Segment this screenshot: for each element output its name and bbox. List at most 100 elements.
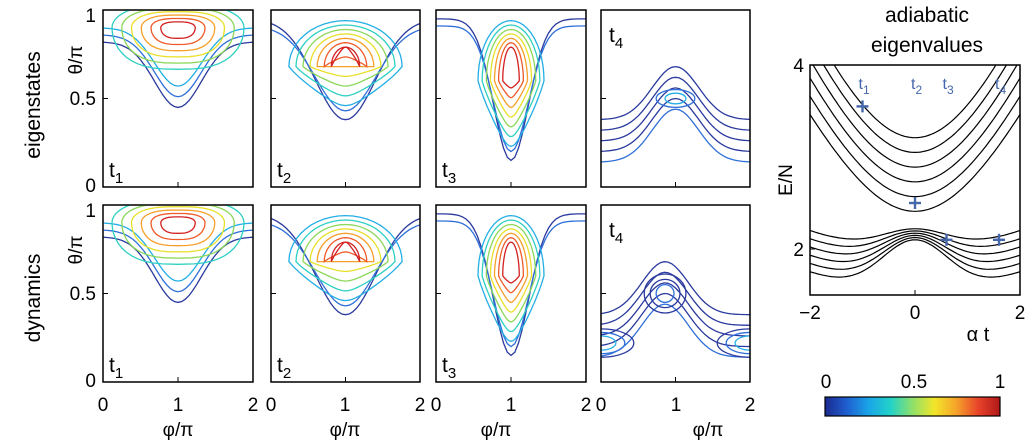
eigen-series xyxy=(810,239,1020,278)
contour-line xyxy=(601,303,750,358)
eigen-series xyxy=(822,65,1008,154)
phi-ticks-col1: 0 1 2 xyxy=(98,395,259,416)
eigen-series xyxy=(810,232,1020,255)
eigen-series xyxy=(812,65,1018,168)
eigenvalue-chart: −2 0 2 2 4 α t E/N t1 t2 t3 t4 xyxy=(776,56,1026,346)
panel-tag: t3 xyxy=(442,354,456,382)
contour-line xyxy=(497,237,525,294)
contour-line xyxy=(481,219,541,333)
phi-axis-label-2: φ/π xyxy=(330,420,361,441)
phi-axis-label-3: φ/π xyxy=(481,420,512,441)
contour-line xyxy=(302,223,389,282)
phi-tick: 1 xyxy=(340,395,351,416)
contour-line xyxy=(130,205,226,253)
panel-frame xyxy=(102,9,254,188)
contour-line xyxy=(601,65,750,121)
row-label-dynamics: dynamics xyxy=(22,254,45,343)
contour-line xyxy=(103,229,253,293)
contour-panel: t3 xyxy=(435,9,587,188)
panel-tag: t1 xyxy=(109,159,123,187)
contour-line xyxy=(436,220,586,348)
contour-line xyxy=(316,232,375,263)
eigen-marker-label: t2 xyxy=(911,76,922,97)
eigen-series xyxy=(810,236,1020,270)
eigen-title-line2: eigenvalues xyxy=(871,34,983,57)
phi-tick: 0 xyxy=(596,395,607,416)
eigen-xtick: 0 xyxy=(910,303,921,324)
contour-panels: t1 t2 t3 t4 t1 t2 t3 t4 xyxy=(102,9,751,383)
contour-loop xyxy=(643,273,687,314)
eigen-series xyxy=(810,228,1020,240)
contour-panel: t4 xyxy=(600,9,751,188)
contour-panel: t1 xyxy=(102,204,254,383)
phi-ticks-col4: 0 1 2 xyxy=(596,395,756,416)
contour-panel: t4 xyxy=(600,204,751,383)
eigen-title-line1: adiabatic xyxy=(885,4,969,27)
contour-line xyxy=(103,41,253,109)
contour-line xyxy=(601,271,750,326)
eigen-ylabel: E/N xyxy=(776,164,797,196)
panel-tag: t2 xyxy=(277,354,291,382)
contour-line xyxy=(601,97,750,152)
eigen-ytick: 4 xyxy=(793,56,804,77)
contour-line xyxy=(150,212,206,241)
phi-tick: 2 xyxy=(248,395,259,416)
panel-frame xyxy=(270,9,421,188)
eigen-xtick: 2 xyxy=(1015,303,1026,324)
contour-line xyxy=(111,10,245,70)
contour-line xyxy=(130,10,226,58)
panel-frame xyxy=(270,204,421,383)
contour-line xyxy=(323,237,368,263)
phi-tick: 2 xyxy=(415,395,426,416)
contour-line xyxy=(103,27,253,87)
contour-line xyxy=(436,18,586,162)
contour-line xyxy=(493,232,529,304)
contour-line xyxy=(485,223,537,323)
contour-loop xyxy=(601,328,635,358)
contour-line xyxy=(323,42,368,68)
eigen-series xyxy=(810,234,1020,263)
eigen-marker-label: t1 xyxy=(859,76,870,97)
phi-axis-label-4: φ/π xyxy=(693,420,724,441)
phi-tick: 2 xyxy=(581,395,592,416)
contour-line xyxy=(140,209,216,247)
contour-line xyxy=(481,24,541,138)
panel-tag: t3 xyxy=(442,159,456,187)
contour-line xyxy=(271,224,420,307)
phi-axis-label-1: φ/π xyxy=(163,420,194,441)
eigen-frame xyxy=(809,64,1021,296)
contour-line xyxy=(477,214,545,342)
contour-line xyxy=(295,219,396,292)
contour-panel: t2 xyxy=(270,204,421,383)
row-label-eigenstates: eigenstates xyxy=(22,51,45,158)
contour-line xyxy=(502,46,520,89)
panel-tag: t4 xyxy=(609,219,623,247)
contour-line xyxy=(436,25,586,153)
theta-axis-label-row1: θ/π xyxy=(66,46,87,75)
contour-line xyxy=(330,46,361,67)
contour-line xyxy=(477,19,545,147)
phi-ticks-col2: 0 1 2 xyxy=(266,395,426,416)
theta-tick-row2-0: 0 xyxy=(85,371,96,392)
phi-ticks-col3: 0 1 2 xyxy=(431,395,592,416)
eigen-ytick: 2 xyxy=(793,240,804,261)
eigen-xlabel: α t xyxy=(967,324,990,346)
panel-frame xyxy=(435,204,587,383)
contour-line xyxy=(497,42,525,99)
contour-panel: t3 xyxy=(435,204,587,383)
theta-tick-row2-05: 0.5 xyxy=(70,284,96,305)
contour-line xyxy=(160,21,196,39)
contour-line xyxy=(121,205,235,259)
contour-line xyxy=(316,37,375,68)
contour-line xyxy=(288,214,403,302)
phi-tick: 1 xyxy=(173,395,184,416)
contour-line xyxy=(111,205,245,265)
contour-line xyxy=(489,33,533,118)
eigen-series xyxy=(810,230,1020,248)
eigen-series xyxy=(810,77,1020,183)
contour-line xyxy=(493,37,529,109)
contour-line xyxy=(302,28,389,87)
contour-line xyxy=(271,29,420,112)
contour-loop xyxy=(655,283,675,303)
contour-line xyxy=(160,216,196,234)
